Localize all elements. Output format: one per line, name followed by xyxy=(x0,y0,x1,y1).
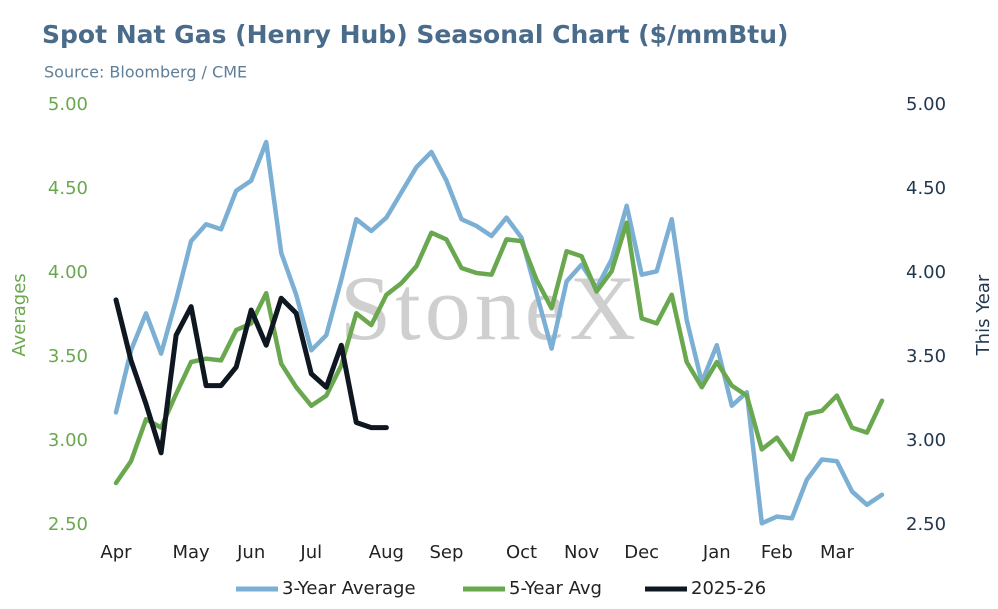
legend-label: 2025-26 xyxy=(691,578,766,599)
x-tick-label: Sep xyxy=(429,542,463,563)
y-tick-label: 2.50 xyxy=(48,514,88,535)
x-tick-label: Mar xyxy=(820,542,855,563)
y2-axis-label: This Year xyxy=(973,274,994,356)
y-tick-label: 4.00 xyxy=(48,262,88,283)
series-line xyxy=(113,139,885,526)
x-tick-label: Jan xyxy=(702,542,731,563)
x-tick-label: Nov xyxy=(564,542,599,563)
x-tick-label: Feb xyxy=(761,542,793,563)
y-tick-label: 5.00 xyxy=(48,94,88,115)
y2-tick-label: 4.50 xyxy=(906,178,946,199)
x-tick-label: Dec xyxy=(624,542,659,563)
x-tick-label: May xyxy=(172,542,210,563)
y2-tick-label: 4.00 xyxy=(906,262,946,283)
x-tick-label: Jun xyxy=(236,542,265,563)
y-tick-label: 4.50 xyxy=(48,178,88,199)
x-tick-label: Apr xyxy=(100,542,132,563)
y-tick-label: 3.50 xyxy=(48,346,88,367)
x-tick-label: Oct xyxy=(506,542,537,563)
legend-label: 5-Year Avg xyxy=(509,578,602,599)
series-line xyxy=(113,295,389,456)
legend-label: 3-Year Average xyxy=(282,578,416,599)
y-tick-label: 3.00 xyxy=(48,430,88,451)
x-tick-label: Jul xyxy=(299,542,322,563)
chart-title: Spot Nat Gas (Henry Hub) Seasonal Chart … xyxy=(42,20,788,49)
y2-tick-label: 3.50 xyxy=(906,346,946,367)
y-axis-label: Averages xyxy=(9,273,30,356)
series-line xyxy=(113,220,885,486)
x-tick-label: Aug xyxy=(369,542,404,563)
y2-tick-label: 3.00 xyxy=(906,430,946,451)
y2-tick-label: 5.00 xyxy=(906,94,946,115)
y2-tick-label: 2.50 xyxy=(906,514,946,535)
chart-subtitle: Source: Bloomberg / CME xyxy=(44,63,247,82)
